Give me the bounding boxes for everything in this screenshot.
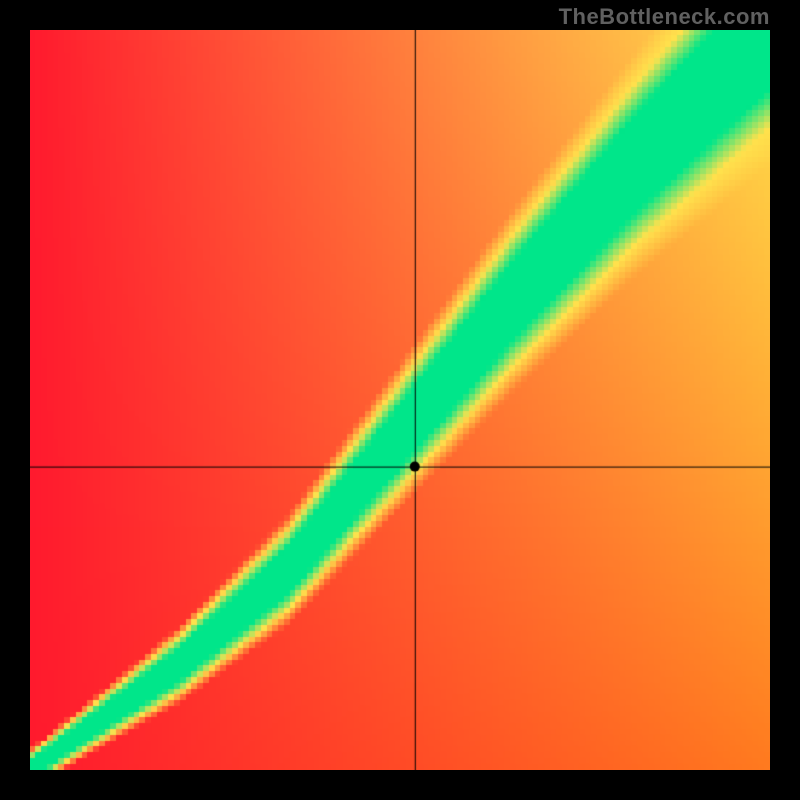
bottleneck-heatmap [30, 30, 770, 770]
outer-frame: TheBottleneck.com [0, 0, 800, 800]
plot-area [30, 30, 770, 770]
attribution-text: TheBottleneck.com [559, 4, 770, 30]
